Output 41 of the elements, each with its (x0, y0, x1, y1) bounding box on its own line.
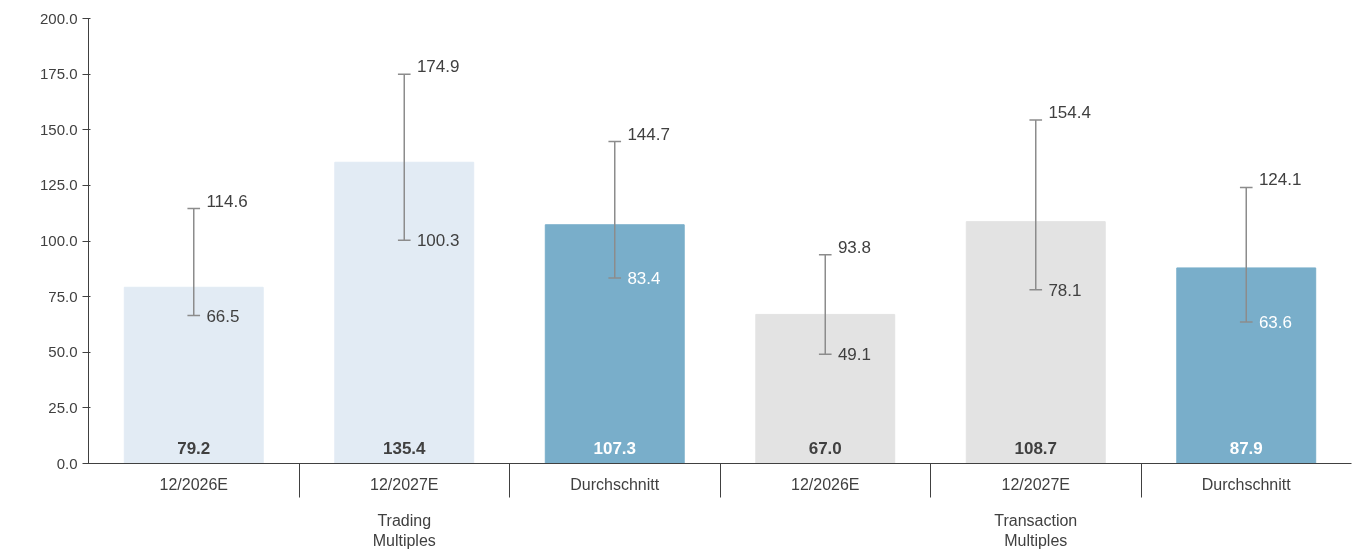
x-tick-label: 12/2027E (1001, 475, 1071, 493)
data-label: 79.2 (177, 438, 211, 458)
annotation: 63.6 (1258, 312, 1292, 332)
x-tick-label: Durchschnitt (1201, 475, 1292, 493)
bar (1176, 267, 1317, 464)
x-tick-label: Durchschnitt (570, 475, 660, 493)
bar (965, 221, 1106, 464)
x-tick-label: 12/2026E (159, 475, 229, 493)
annotation: 49.1 (837, 345, 871, 365)
y-tick-label: 50.0 (48, 343, 78, 361)
data-label: 107.3 (593, 438, 637, 458)
annotation: 83.4 (627, 268, 661, 288)
y-tick-label: 125.0 (39, 176, 78, 194)
y-tick-label: 175.0 (39, 65, 78, 83)
data-label: 87.9 (1229, 438, 1263, 458)
annotation: 93.8 (837, 237, 871, 257)
annotation: 154.4 (1048, 102, 1091, 122)
y-tick-label: 200.0 (39, 9, 78, 27)
text: Trading Multiples (372, 511, 436, 549)
data-label: 67.0 (808, 438, 842, 458)
y-tick-label: 0.0 (56, 454, 78, 472)
text: Transaction Multiples (994, 511, 1078, 549)
bar (334, 161, 475, 464)
x-tick-label: 12/2026E (791, 475, 860, 493)
annotation: 124.1 (1258, 170, 1302, 190)
bar (123, 286, 264, 464)
x-tick-label: 12/2027E (370, 475, 439, 493)
annotation: 144.7 (627, 124, 670, 144)
annotation: 66.5 (206, 306, 240, 326)
y-tick-label: 150.0 (39, 120, 78, 138)
y-tick-label: 25.0 (48, 398, 78, 416)
annotation: 174.9 (416, 57, 460, 77)
data-label: 135.4 (382, 438, 427, 458)
annotation: 78.1 (1048, 280, 1082, 300)
annotation: 114.6 (206, 191, 248, 211)
annotation: 100.3 (416, 231, 460, 251)
bar (755, 313, 896, 464)
data-label: 108.7 (1014, 438, 1058, 458)
bar (544, 224, 685, 464)
y-tick-label: 75.0 (48, 287, 78, 305)
y-tick-label: 100.0 (39, 232, 78, 249)
